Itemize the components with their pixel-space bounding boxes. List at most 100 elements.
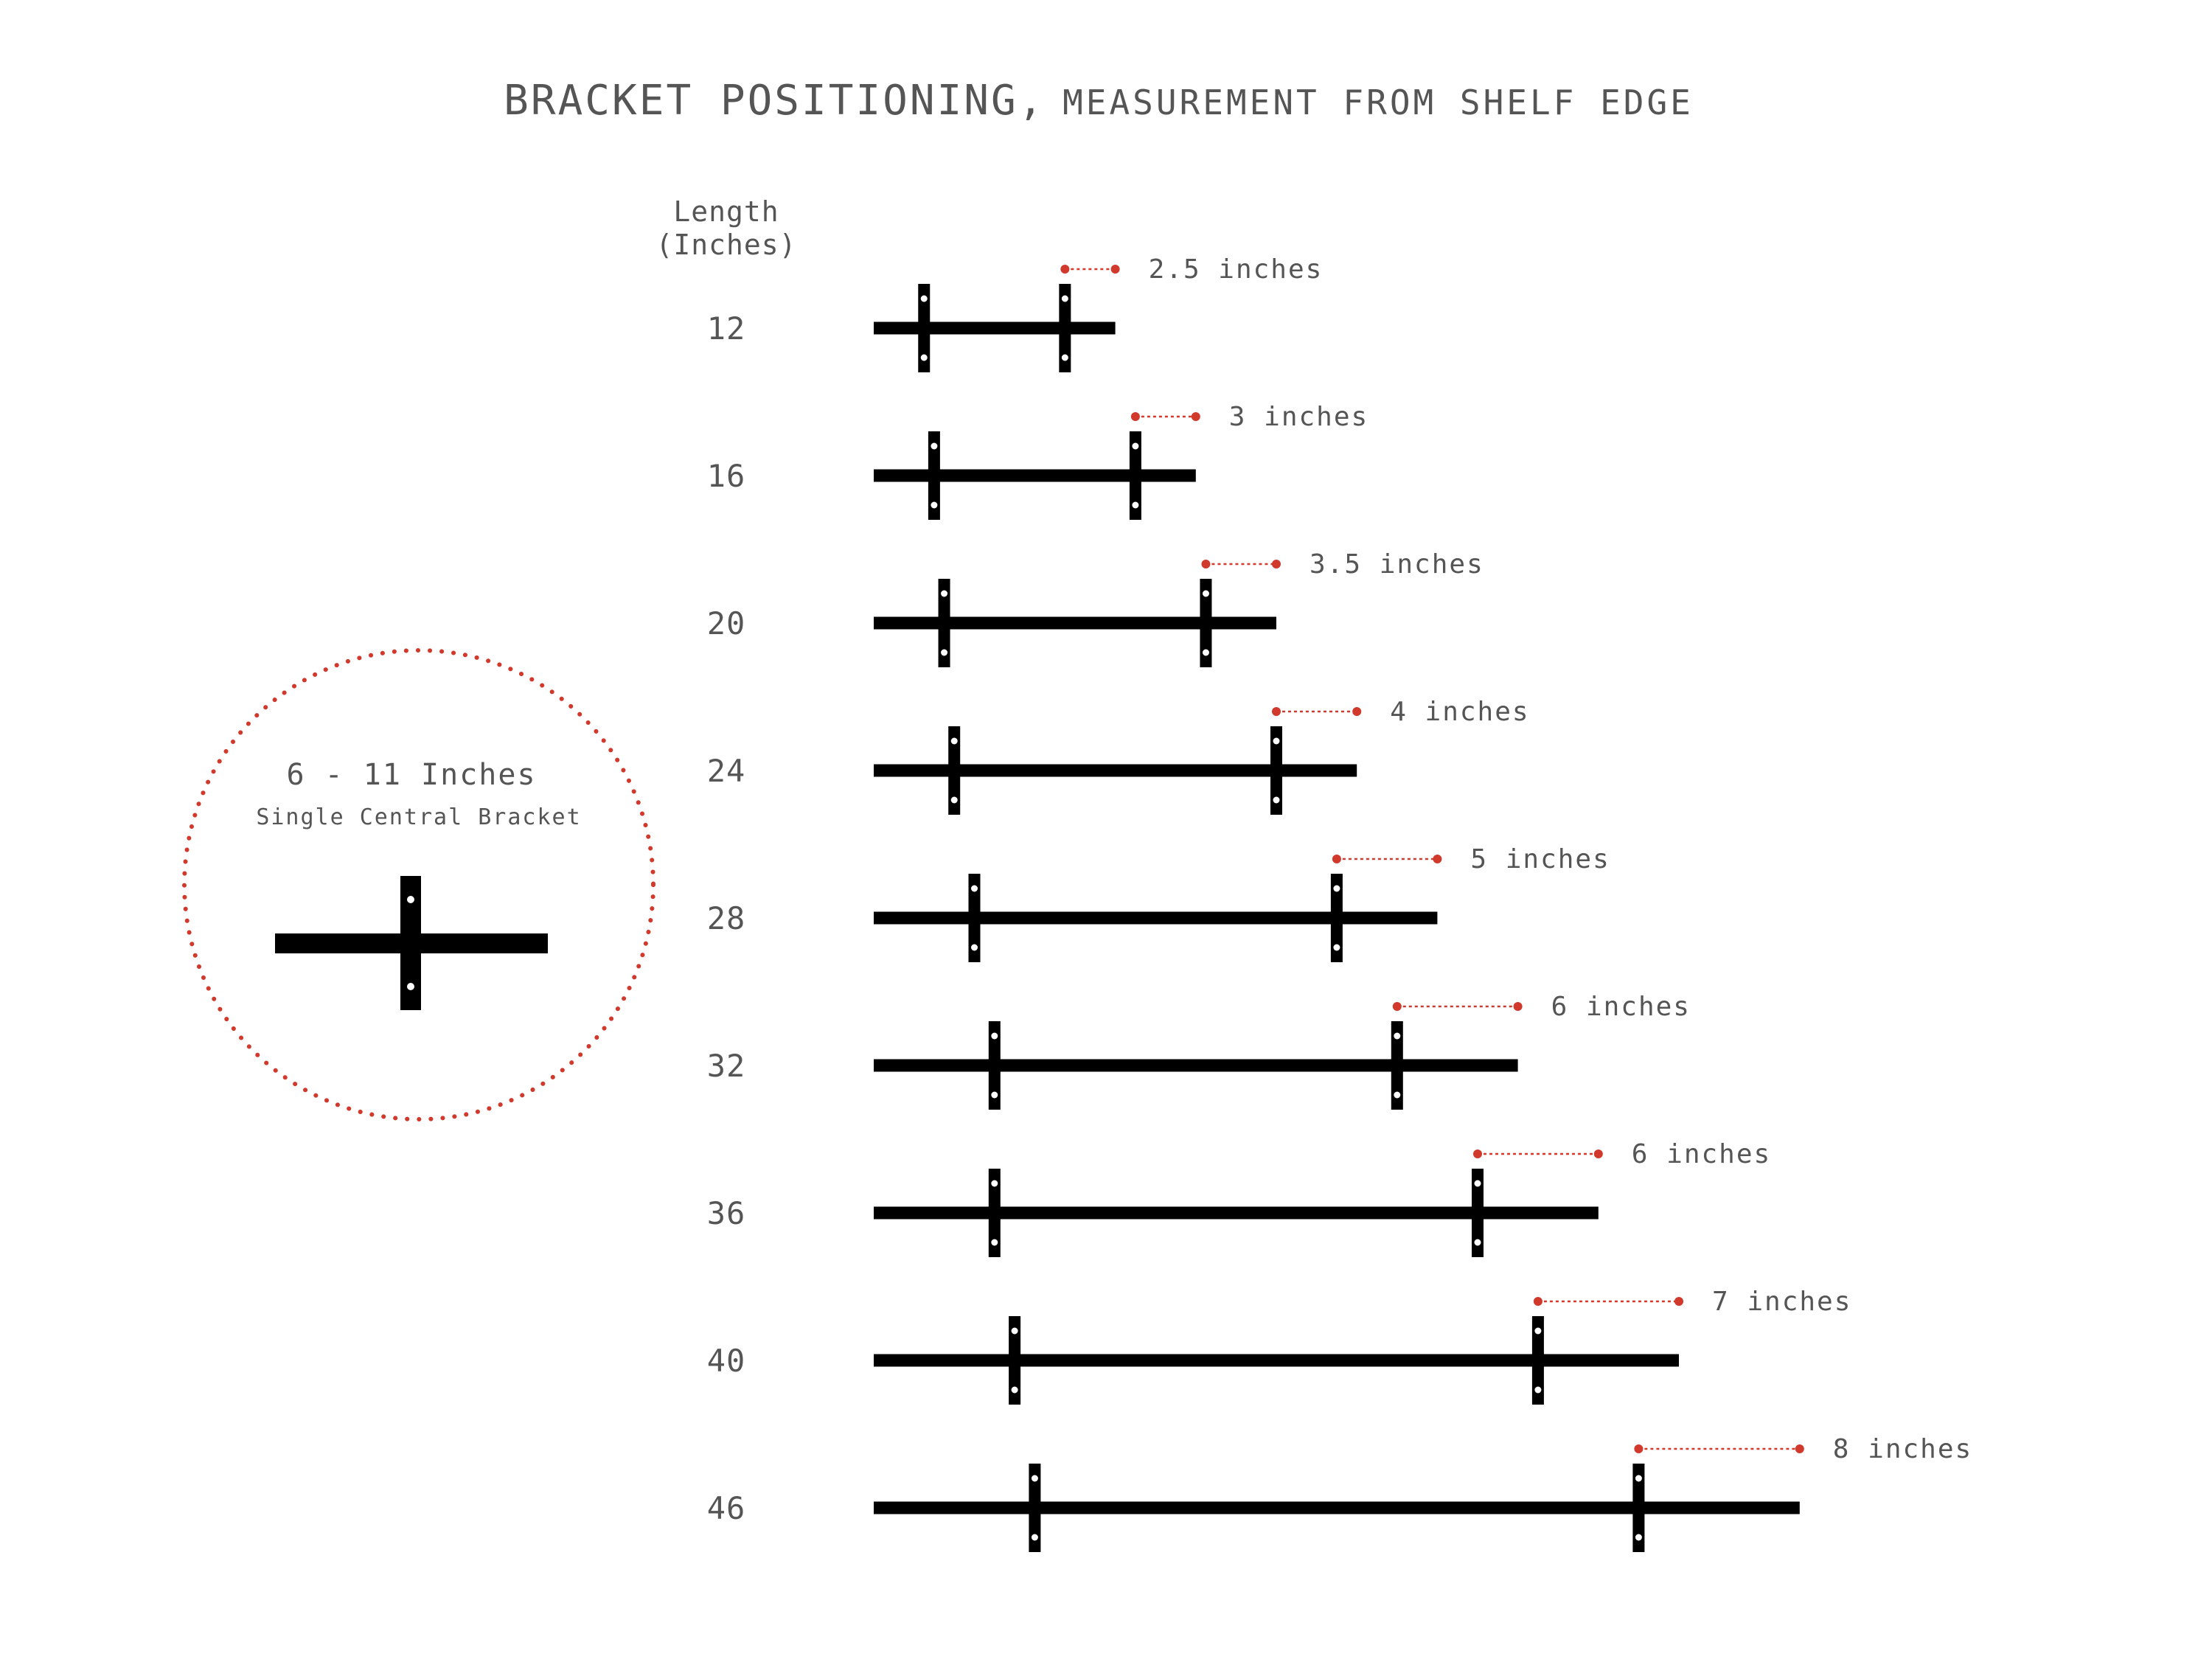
- shelf-bar: [874, 1206, 1599, 1220]
- shelf-bar: [874, 911, 1438, 925]
- right-bracket: [1531, 1316, 1544, 1405]
- shelf-bar: [874, 616, 1276, 630]
- right-bracket: [1200, 579, 1212, 667]
- shelf-bar: [874, 1501, 1800, 1514]
- inset-bracket-hole-bottom: [407, 983, 414, 990]
- bracket-hole: [1132, 442, 1139, 450]
- measure-dot-end: [1110, 265, 1120, 274]
- measure-dot-start: [1533, 1297, 1543, 1306]
- measure-dot-end: [1795, 1444, 1804, 1453]
- measure-label: 2.5 inches: [1149, 254, 1324, 285]
- bracket-hole: [1202, 590, 1209, 597]
- row-length-label: 36: [707, 1195, 746, 1231]
- bracket-hole: [1635, 1534, 1642, 1541]
- bracket-hole: [991, 1180, 998, 1187]
- right-bracket: [1472, 1169, 1484, 1257]
- left-bracket: [968, 874, 981, 962]
- measure-label: 8 inches: [1833, 1434, 1972, 1464]
- title-main: BRACKET POSITIONING,: [504, 77, 1045, 125]
- row-length-label: 16: [707, 458, 746, 494]
- shelf-row: 20 3.5 inches: [707, 549, 1484, 667]
- bracket-hole: [971, 885, 978, 892]
- shelf-row: 36 6 inches: [707, 1139, 1771, 1257]
- bracket-hole: [1534, 1327, 1542, 1335]
- measure-dot-end: [1513, 1002, 1523, 1011]
- measure-dot-end: [1352, 707, 1362, 716]
- shelf-bar: [874, 1059, 1518, 1072]
- left-bracket: [928, 431, 940, 520]
- single-bracket-inset: 6 - 11 Inches Single Central Bracket: [182, 648, 655, 1121]
- measure-label: 6 inches: [1632, 1139, 1771, 1169]
- shelf-row: 32 6 inches: [707, 992, 1691, 1110]
- bracket-hole: [1333, 885, 1340, 892]
- measure-label: 4 inches: [1390, 697, 1529, 727]
- bracket-hole: [1394, 1091, 1401, 1099]
- shelf-rows: 12 2.5 inches 16 3 inches 20 3.5 inches 24 4 in…: [707, 254, 1972, 1552]
- bracket-hole: [920, 354, 928, 361]
- shelf-bar: [874, 469, 1196, 482]
- measure-dot-start: [1392, 1002, 1402, 1011]
- shelf-row: 46 8 inches: [707, 1434, 1972, 1552]
- left-bracket: [988, 1021, 1001, 1110]
- measure-dot-end: [1433, 855, 1442, 863]
- shelf-bar: [874, 764, 1357, 777]
- shelf-row: 12 2.5 inches: [707, 254, 1324, 372]
- bracket-hole: [1011, 1327, 1018, 1335]
- right-bracket: [1632, 1464, 1645, 1552]
- inset-title: 6 - 11 Inches: [286, 758, 536, 792]
- right-bracket: [1270, 726, 1282, 815]
- bracket-hole: [1394, 1032, 1401, 1040]
- measure-label: 7 inches: [1712, 1287, 1851, 1317]
- bracket-hole: [1474, 1180, 1481, 1187]
- bracket-hole: [1011, 1386, 1018, 1394]
- bracket-hole: [950, 796, 958, 804]
- bracket-hole: [941, 590, 948, 597]
- right-bracket: [1129, 431, 1141, 520]
- bracket-hole: [1031, 1534, 1038, 1541]
- row-length-label: 24: [707, 753, 746, 789]
- row-length-label: 28: [707, 900, 746, 936]
- bracket-hole: [931, 442, 938, 450]
- left-bracket: [1009, 1316, 1021, 1405]
- shelf-row: 28 5 inches: [707, 844, 1610, 962]
- shelf-bar: [874, 321, 1116, 335]
- right-bracket: [1330, 874, 1343, 962]
- bracket-hole: [931, 501, 938, 509]
- bracket-hole: [1635, 1475, 1642, 1482]
- shelf-bar: [874, 1354, 1679, 1367]
- row-length-label: 12: [707, 310, 746, 347]
- row-length-label: 40: [707, 1343, 746, 1379]
- row-length-label: 32: [707, 1048, 746, 1084]
- inset-subtitle: Single Central Bracket: [256, 804, 581, 830]
- bracket-hole: [950, 737, 958, 745]
- left-bracket: [948, 726, 961, 815]
- left-bracket: [988, 1169, 1001, 1257]
- left-bracket: [918, 284, 931, 372]
- bracket-hole: [971, 944, 978, 951]
- measure-label: 3.5 inches: [1310, 549, 1484, 580]
- column-header-length: Length: [673, 195, 779, 228]
- row-length-label: 46: [707, 1490, 746, 1526]
- measure-dot-start: [1201, 560, 1211, 568]
- measure-dot-start: [1272, 707, 1281, 716]
- bracket-hole: [1273, 737, 1280, 745]
- bracket-hole: [1333, 944, 1340, 951]
- shelf-row: 24 4 inches: [707, 697, 1529, 815]
- bracket-hole: [1132, 501, 1139, 509]
- measure-label: 6 inches: [1551, 992, 1691, 1022]
- left-bracket: [1029, 1464, 1041, 1552]
- bracket-hole: [1202, 649, 1209, 656]
- bracket-hole: [1534, 1386, 1542, 1394]
- bracket-hole: [920, 295, 928, 302]
- column-header-units: (Inches): [655, 229, 796, 261]
- measure-label: 5 inches: [1470, 844, 1610, 874]
- bracket-hole: [1474, 1239, 1481, 1246]
- bracket-hole: [991, 1239, 998, 1246]
- measure-dot-start: [1130, 412, 1140, 421]
- bracket-hole: [991, 1032, 998, 1040]
- measure-dot-end: [1272, 560, 1281, 568]
- shelf-row: 40 7 inches: [707, 1287, 1851, 1405]
- measure-dot-start: [1332, 855, 1341, 863]
